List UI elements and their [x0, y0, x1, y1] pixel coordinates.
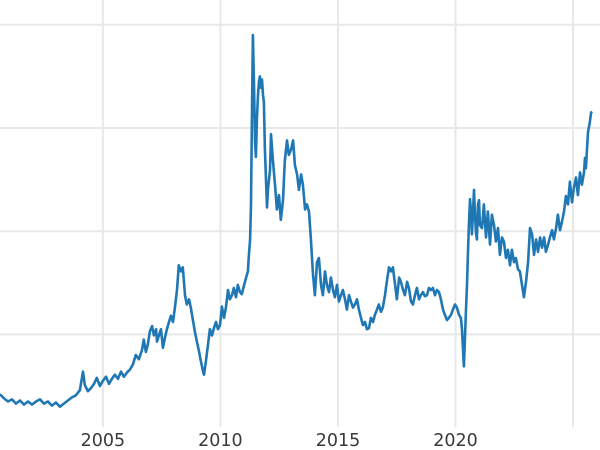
- x-tick-label: 2020: [433, 431, 478, 450]
- series-line: [0, 33, 593, 408]
- x-tick-label: 2010: [198, 431, 243, 450]
- series-layer: [0, 33, 593, 408]
- x-tick-labels: 2005 2010 2015 2020: [81, 431, 478, 450]
- x-tick-label: 2015: [316, 431, 361, 450]
- x-tick-label: 2005: [81, 431, 126, 450]
- grid-layer: [0, 0, 600, 428]
